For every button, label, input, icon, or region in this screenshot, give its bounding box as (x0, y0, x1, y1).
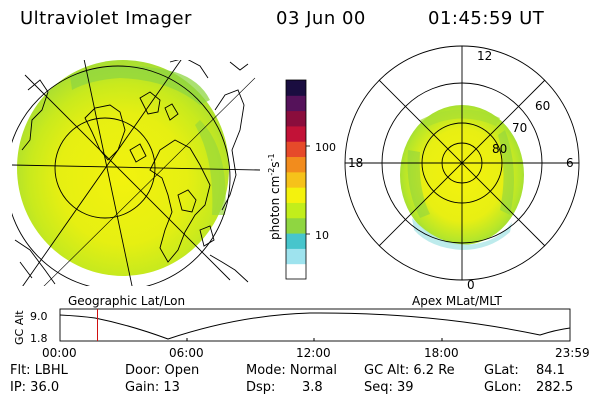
colorbar-tick-label: 10 (315, 229, 329, 242)
emission-cyan-edge (412, 218, 512, 250)
geographic-map (12, 60, 260, 286)
meridian-line (12, 164, 260, 171)
x-tick-label: 06:00 (169, 346, 204, 360)
glat-value: 84.1 (536, 363, 565, 378)
colorbar-cell (286, 248, 306, 265)
altitude-plot: GC Alt 9.0 1.8 00:00 06:00 12:00 18:00 2… (13, 308, 590, 360)
geographic-caption: Geographic Lat/Lon (68, 294, 185, 308)
colorbar-cell (286, 125, 306, 142)
colorbar-frame (285, 79, 307, 280)
x-tick-label: 12:00 (296, 346, 331, 360)
units-s: s (268, 161, 282, 167)
units-exp1: -2 (267, 168, 276, 176)
x-tick-label: 00:00 (42, 346, 77, 360)
coastline-arctic-islands (129, 91, 179, 163)
door-status: Door: Open (125, 363, 200, 378)
x-tick-label: 23:59 (555, 346, 590, 360)
altitude-plot-frame (59, 308, 571, 342)
emission-green-band (407, 130, 514, 218)
instrument-title: Ultraviolet Imager (20, 8, 192, 29)
coastline-southwest (14, 239, 56, 285)
colorbar-cell (286, 233, 306, 249)
colorbar-cell (286, 187, 306, 203)
gc-alt-status: GC Alt: 6.2 Re (364, 363, 455, 378)
dsp-value: 3.8 (302, 380, 323, 395)
latitude-circle-outer (12, 65, 231, 286)
coastline-canada (149, 139, 211, 263)
mlat-label-60: 60 (535, 99, 550, 113)
colorbar-cell (286, 141, 306, 158)
magnetic-polar-map: 12 18 6 0 60 70 80 (344, 45, 580, 292)
x-tick-label: 18:00 (424, 346, 459, 360)
glon-value: 282.5 (536, 380, 574, 395)
filter-status: Flt: LBHL (10, 363, 68, 378)
mlt-label-18: 18 (348, 156, 363, 170)
altitude-ytick-low: 1.8 (30, 332, 48, 345)
colorbar-cell (286, 110, 306, 127)
green-emission-band-geo-right (195, 120, 226, 215)
glat-label: GLat: (484, 363, 519, 378)
meridian-line (22, 60, 182, 286)
coastline-greenland (84, 104, 126, 161)
colorbar-cell (286, 80, 306, 96)
colorbar-cell (286, 171, 306, 188)
meridian-line (83, 60, 133, 286)
colorbar-cell (286, 263, 306, 280)
mlt-meridian-diag (378, 79, 546, 247)
colorbar: 100 10 photon cm-2s-1 (267, 79, 336, 280)
altitude-ytick-high: 9.0 (30, 310, 48, 323)
coastline-east (214, 89, 245, 211)
units-exp2: -1 (267, 153, 276, 161)
colorbar-cell (286, 217, 306, 234)
colorbar-cell (286, 156, 306, 173)
gain-status: Gain: 13 (125, 380, 180, 395)
altitude-curve (59, 312, 571, 340)
ip-status: IP: 36.0 (10, 380, 60, 395)
colorbar-cell (286, 95, 306, 112)
green-emission-band-geo (70, 65, 210, 105)
coastline-northeast (169, 60, 249, 79)
coastline-southeast (209, 254, 249, 283)
emission-top-cap (420, 109, 500, 128)
mlt-label-0: 0 (467, 278, 475, 292)
mlt-label-12: 12 (477, 49, 492, 63)
units-photon: photon cm (268, 176, 282, 240)
meridian-line (24, 74, 231, 281)
glon-label: GLon: (484, 380, 522, 395)
magnetic-caption: Apex MLat/MLT (412, 294, 502, 308)
dsp-label: Dsp: (246, 380, 276, 395)
mlt-label-6: 6 (566, 156, 574, 170)
meridian-line (43, 77, 256, 286)
coastline-europe (21, 79, 49, 151)
colorbar-units-label: photon cm-2s-1 (267, 153, 282, 240)
observation-time: 01:45:59 UT (428, 8, 545, 29)
coastline-hudson-bay (177, 189, 215, 247)
altitude-ylabel: GC Alt (13, 310, 26, 345)
colorbar-tick-label: 100 (315, 141, 336, 154)
mlat-label-80: 80 (492, 142, 507, 156)
observation-date: 03 Jun 00 (276, 8, 366, 29)
seq-status: Seq: 39 (364, 380, 414, 395)
mode-status: Mode: Normal (246, 363, 337, 378)
uv-emission-disk-geo (17, 60, 229, 276)
colorbar-cell (286, 202, 306, 219)
mlat-label-70: 70 (512, 121, 527, 135)
